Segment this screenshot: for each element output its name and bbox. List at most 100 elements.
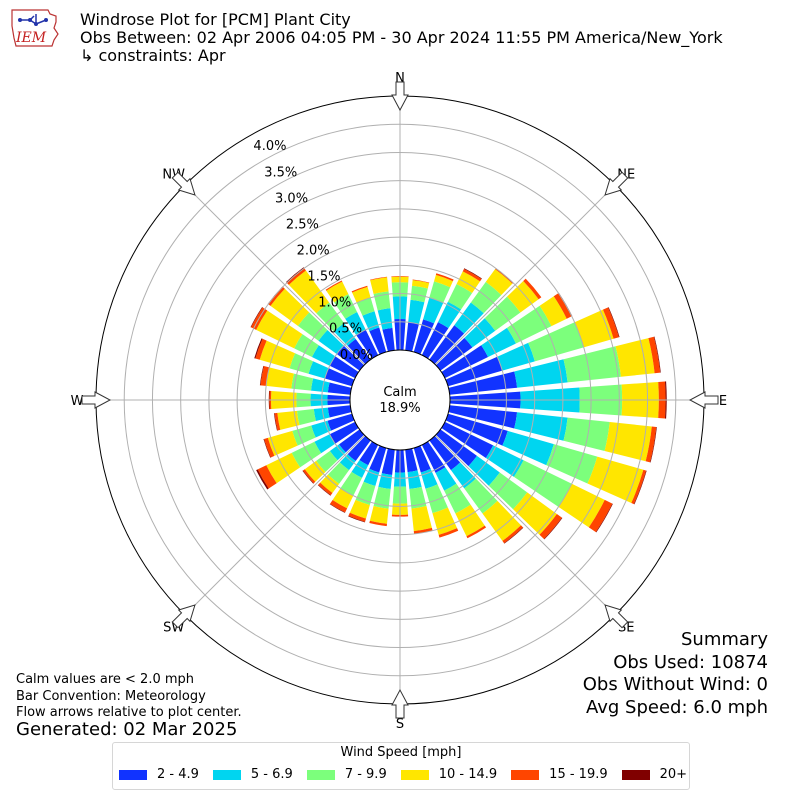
- windrose-bar-segment: [266, 367, 294, 389]
- windrose-bar-segment: [370, 277, 389, 294]
- radial-tick-label: 0.0%: [340, 348, 373, 363]
- windrose-bar-segment: [448, 405, 518, 429]
- windrose-bar-segment: [382, 327, 395, 352]
- chart-constraints: ↳ constraints: Apr: [80, 46, 226, 65]
- windrose-bar-segment: [464, 478, 498, 514]
- windrose-bar-segment: [435, 337, 473, 371]
- windrose-bar-segment: [608, 307, 620, 338]
- windrose-bar-segment: [539, 296, 567, 327]
- windrose-bar-segment: [514, 412, 568, 441]
- windrose-bar-segment: [495, 268, 514, 284]
- windrose-bar-segment: [348, 515, 366, 523]
- windrose-bar-segment: [317, 484, 331, 496]
- windrose-bar-segment: [351, 460, 369, 478]
- windrose-bar-segment: [289, 353, 314, 374]
- flow-arrow-icon: [391, 81, 409, 112]
- windrose-bar-segment: [411, 506, 432, 532]
- windrose-bar-segment: [259, 365, 264, 386]
- legend-item: 20+: [621, 767, 688, 782]
- legend-item: 7 - 9.9: [306, 767, 387, 782]
- windrose-bar-segment: [329, 356, 359, 379]
- windrose-bar-segment: [429, 435, 461, 471]
- windrose-bar-segment: [302, 470, 314, 484]
- windrose-bar-segment: [435, 467, 457, 491]
- grid-spoke: [435, 435, 616, 616]
- windrose-bar-segment: [563, 346, 621, 383]
- windrose-bar-segment: [445, 413, 508, 446]
- windrose-bar-segment: [347, 435, 371, 461]
- windrose-bar-segment: [316, 302, 345, 332]
- windrose-bar-segment: [349, 499, 370, 519]
- windrose-bar-segment: [481, 327, 516, 358]
- flow-arrow-icon: [391, 688, 409, 719]
- windrose-bar-segment: [363, 468, 380, 487]
- windrose-bar-segment: [256, 469, 269, 490]
- bar-convention-note: Bar Convention: Meteorology: [16, 689, 206, 704]
- windrose-bar-segment: [351, 285, 368, 293]
- windrose-bar-segment: [260, 366, 270, 386]
- windrose-bar-segment: [502, 430, 554, 466]
- windrose-bar-segment: [336, 345, 365, 371]
- windrose-bar-segment: [413, 445, 431, 473]
- windrose-bar-segment: [381, 448, 395, 475]
- legend-label: 10 - 14.9: [438, 767, 498, 782]
- windrose-bar-segment: [588, 499, 613, 533]
- windrose-bar-segment: [435, 273, 454, 282]
- windrose-bar-segment: [373, 486, 391, 509]
- windrose-bar-segment: [450, 462, 476, 489]
- windrose-bar-segment: [604, 422, 652, 462]
- legend-items: 2 - 4.9 5 - 6.9 7 - 9.9 10 - 14.9 15 - 19.9 2…: [119, 767, 701, 782]
- compass-label: N: [395, 71, 405, 86]
- radial-tick-label: 0.5%: [329, 322, 362, 337]
- windrose-bar-segment: [423, 297, 444, 324]
- windrose-bar-segment: [463, 268, 482, 279]
- windrose-bar-segment: [413, 527, 433, 534]
- windrose-bar-segment: [340, 471, 362, 496]
- windrose-bar-segment: [470, 281, 502, 314]
- windrose-bar-segment: [339, 429, 365, 453]
- windrose-bar-segment: [587, 456, 644, 503]
- windrose-bar-segment: [347, 339, 371, 365]
- windrose-bar-segment: [327, 382, 352, 395]
- windrose-bar-segment: [297, 312, 328, 341]
- summary-obs-without-wind: Obs Without Wind: 0: [582, 674, 768, 695]
- flow-arrow-icon: [171, 171, 196, 196]
- svg-text:IEM: IEM: [15, 30, 47, 46]
- windrose-bar-segment: [359, 441, 379, 466]
- windrose-bar-segment: [409, 486, 427, 509]
- windrose-bar-segment: [602, 307, 619, 339]
- windrose-bar-segment: [441, 345, 489, 379]
- windrose-bar-segment: [324, 368, 355, 387]
- windrose-bar-segment: [273, 413, 278, 431]
- legend-label: 20+: [659, 767, 688, 782]
- windrose-bar-segment: [254, 338, 263, 359]
- legend-item: 10 - 14.9: [400, 767, 498, 782]
- windrose-bar-segment: [369, 520, 387, 527]
- windrose-bar-segment: [314, 434, 336, 454]
- radial-tick-label: 2.0%: [297, 244, 330, 259]
- radial-tick-label: 3.0%: [275, 191, 308, 206]
- legend: Wind Speed [mph] 2 - 4.9 5 - 6.9 7 - 9.9 10…: [112, 742, 690, 790]
- windrose-bar-segment: [302, 469, 316, 484]
- windrose-bar-segment: [325, 280, 343, 291]
- calm-value: 18.9%: [379, 401, 420, 416]
- radial-tick-label: 1.5%: [307, 270, 340, 285]
- windrose-bar-segment: [410, 285, 428, 303]
- windrose-bar-segment: [462, 268, 482, 282]
- windrose-bar-segment: [438, 301, 462, 329]
- windrose-bar-segment: [316, 450, 338, 472]
- summary-panel: Summary Obs Used: 10874 Obs Without Wind…: [583, 629, 768, 719]
- windrose-bar-segment: [466, 525, 487, 539]
- windrose-bar-segment: [377, 308, 393, 330]
- legend-label: 5 - 6.9: [250, 767, 293, 782]
- windrose-bar-segment: [296, 409, 316, 426]
- windrose-bar-segment: [326, 281, 349, 303]
- windrose-bar-segment: [425, 484, 448, 514]
- windrose-bar-segment: [408, 299, 425, 325]
- windrose-bar-segment: [304, 460, 326, 482]
- windrose-bar-segment: [266, 452, 301, 484]
- summary-obs-used: Obs Used: 10874: [613, 651, 768, 673]
- flow-arrow-icon: [688, 391, 719, 409]
- flow-arrow-icon: [604, 171, 629, 196]
- windrose-bar-segment: [528, 322, 584, 362]
